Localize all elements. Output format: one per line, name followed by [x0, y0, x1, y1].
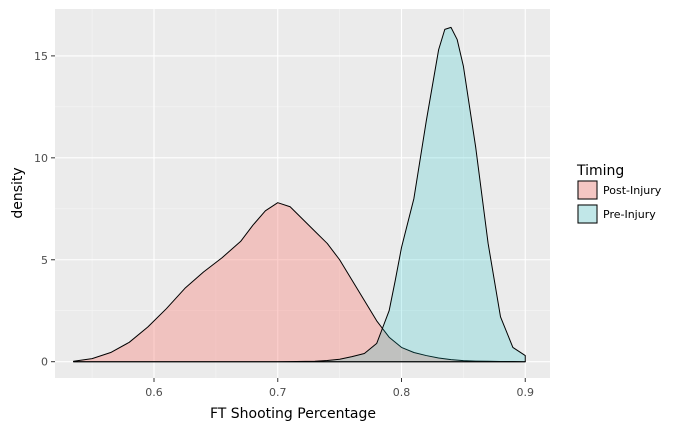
- minor-gridlines: [55, 9, 550, 378]
- legend-key-pre-injury: [577, 204, 598, 224]
- y-axis-title: density: [10, 167, 26, 218]
- x-tick-label: 0.6: [145, 386, 163, 399]
- x-tick-label: 0.9: [517, 386, 535, 399]
- x-tick-label: 0.8: [393, 386, 411, 399]
- legend-swatch-pre-injury: [577, 204, 598, 224]
- legend-label-post-injury: Post-Injury: [603, 184, 662, 197]
- y-tick-label: 10: [34, 152, 48, 165]
- legend-title: Timing: [576, 163, 624, 179]
- density-areas: [73, 26, 526, 363]
- legend-key-post-injury: [577, 180, 598, 200]
- x-tick-label: 0.7: [269, 386, 287, 399]
- legend-swatch-post-injury: [577, 180, 598, 200]
- legend-label-pre-injury: Pre-Injury: [603, 208, 656, 221]
- density-area-post-injury: [73, 202, 526, 363]
- panel-background: [55, 9, 550, 378]
- x-axis-title: FT Shooting Percentage: [210, 406, 376, 422]
- legend: Timing Post-Injury Pre-Injury: [576, 163, 662, 224]
- y-tick-label: 5: [41, 254, 48, 267]
- y-axis: 0 5 10 15: [34, 50, 55, 369]
- density-area-pre-injury: [73, 26, 526, 363]
- x-axis: 0.6 0.7 0.8 0.9: [145, 378, 534, 399]
- y-tick-label: 15: [34, 50, 48, 63]
- y-tick-label: 0: [41, 356, 48, 369]
